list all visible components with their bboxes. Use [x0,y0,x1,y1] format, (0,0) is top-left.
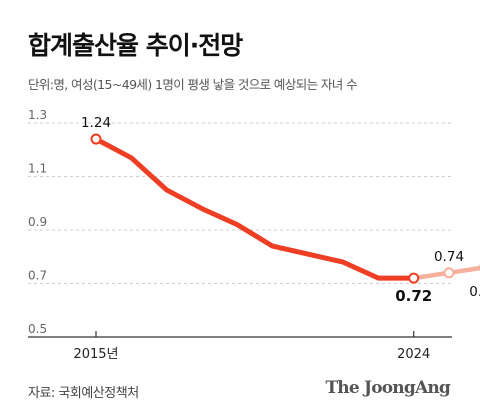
y-tick-label: 0.9 [28,215,47,229]
chart-title: 합계출산율 추이·전망 [28,31,243,60]
actual-line [93,136,417,281]
data-point-marker [408,272,420,284]
data-label: 0.74 [434,249,464,265]
data-point-marker [90,133,102,145]
data-label: 0.74 [469,284,480,300]
data-label: 1.24 [81,115,111,131]
brand-logo: The JoongAng [325,378,450,398]
data-label: 0.72 [395,287,432,305]
x-tick-label: 2015년 [73,347,118,362]
y-tick-label: 1.3 [28,108,47,122]
source-note: 자료: 국회예산정책처 [28,386,139,401]
x-tick-label: 2024 [397,347,430,362]
y-tick-label: 1.1 [28,162,47,176]
data-point-marker [443,267,455,279]
y-tick-label: 0.7 [28,269,47,283]
forecast-line [411,265,480,281]
chart-subtitle: 단위:명, 여성(15~49세) 1명이 평생 낳을 것으로 예상되는 자녀 수 [28,77,358,92]
y-tick-label: 0.5 [28,322,47,336]
